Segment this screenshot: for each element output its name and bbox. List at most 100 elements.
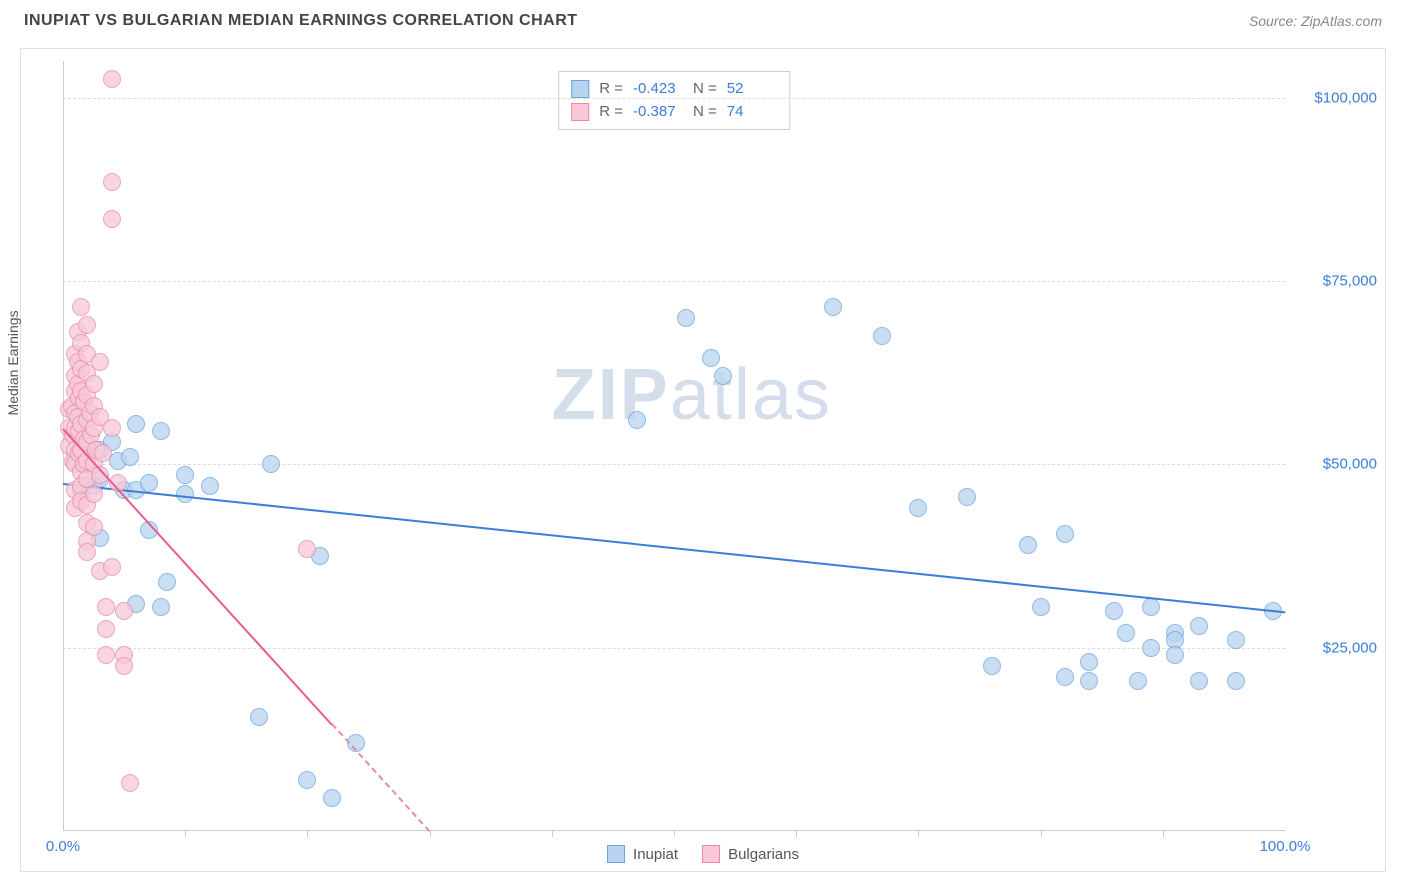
r-value: -0.387 [633, 101, 683, 124]
chart-container: Median Earnings ZIPatlas R =-0.423N =52R… [20, 48, 1386, 872]
legend-item: Bulgarians [702, 845, 799, 863]
x-tick [1163, 831, 1164, 837]
x-tick [796, 831, 797, 837]
data-point [1105, 602, 1123, 620]
data-point [1227, 631, 1245, 649]
data-point [201, 477, 219, 495]
data-point [1117, 624, 1135, 642]
data-point [1056, 668, 1074, 686]
data-point [91, 353, 109, 371]
n-value: 74 [727, 101, 777, 124]
data-point [1142, 598, 1160, 616]
y-tick-label: $75,000 [1323, 273, 1377, 290]
data-point [1080, 672, 1098, 690]
data-point [677, 309, 695, 327]
data-point [983, 657, 1001, 675]
x-tick [185, 831, 186, 837]
data-point [176, 466, 194, 484]
data-point [85, 375, 103, 393]
data-point [103, 173, 121, 191]
data-point [103, 419, 121, 437]
data-point [628, 411, 646, 429]
gridline [63, 98, 1285, 99]
x-tick [1041, 831, 1042, 837]
chart-title: INUPIAT VS BULGARIAN MEDIAN EARNINGS COR… [24, 12, 578, 30]
chart-header: INUPIAT VS BULGARIAN MEDIAN EARNINGS COR… [0, 0, 1406, 38]
trend-line [63, 483, 1285, 613]
data-point [72, 298, 90, 316]
data-point [1032, 598, 1050, 616]
data-point [97, 598, 115, 616]
data-point [97, 646, 115, 664]
data-point [1190, 672, 1208, 690]
legend-swatch [607, 845, 625, 863]
gridline [63, 464, 1285, 465]
data-point [909, 499, 927, 517]
data-point [262, 455, 280, 473]
watermark: ZIPatlas [552, 354, 832, 436]
data-point [1129, 672, 1147, 690]
data-point [85, 518, 103, 536]
x-tick [674, 831, 675, 837]
data-point [1190, 617, 1208, 635]
legend-label: Inupiat [633, 846, 678, 863]
legend: Inupiat Bulgarians [607, 845, 799, 863]
data-point [103, 70, 121, 88]
data-point [1227, 672, 1245, 690]
gridline [63, 281, 1285, 282]
data-point [1080, 653, 1098, 671]
data-point [702, 349, 720, 367]
trend-line [331, 724, 430, 833]
x-tick [307, 831, 308, 837]
data-point [714, 367, 732, 385]
r-label: R = [599, 101, 623, 124]
n-label: N = [693, 101, 717, 124]
legend-item: Inupiat [607, 845, 678, 863]
data-point [298, 540, 316, 558]
data-point [152, 422, 170, 440]
data-point [1019, 536, 1037, 554]
data-point [103, 210, 121, 228]
data-point [250, 708, 268, 726]
data-point [85, 485, 103, 503]
y-tick-label: $50,000 [1323, 456, 1377, 473]
stats-row: R = -0.387 N = 74 [571, 101, 777, 124]
y-axis-label: Median Earnings [5, 310, 21, 415]
data-point [176, 485, 194, 503]
stats-box: R =-0.423N =52R =-0.387N =74 [558, 71, 790, 130]
data-point [94, 444, 112, 462]
data-point [103, 558, 121, 576]
data-point [97, 620, 115, 638]
x-tick-label: 100.0% [1260, 838, 1311, 855]
legend-label: Bulgarians [728, 846, 799, 863]
y-tick-label: $100,000 [1314, 89, 1377, 106]
x-tick [918, 831, 919, 837]
data-point [78, 543, 96, 561]
data-point [1142, 639, 1160, 657]
data-point [824, 298, 842, 316]
legend-swatch [702, 845, 720, 863]
plot-area: ZIPatlas R =-0.423N =52R =-0.387N =74 $2… [63, 61, 1285, 831]
data-point [115, 602, 133, 620]
data-point [1166, 646, 1184, 664]
data-point [140, 474, 158, 492]
x-tick-label: 0.0% [46, 838, 80, 855]
y-tick-label: $25,000 [1323, 639, 1377, 656]
source-label: Source: ZipAtlas.com [1249, 13, 1382, 29]
x-tick [552, 831, 553, 837]
data-point [958, 488, 976, 506]
series-swatch [571, 80, 589, 98]
data-point [1056, 525, 1074, 543]
data-point [323, 789, 341, 807]
data-point [298, 771, 316, 789]
data-point [158, 573, 176, 591]
series-swatch [571, 103, 589, 121]
data-point [121, 448, 139, 466]
data-point [121, 774, 139, 792]
data-point [152, 598, 170, 616]
data-point [127, 415, 145, 433]
data-point [78, 316, 96, 334]
x-tick [430, 831, 431, 837]
gridline [63, 648, 1285, 649]
data-point [873, 327, 891, 345]
